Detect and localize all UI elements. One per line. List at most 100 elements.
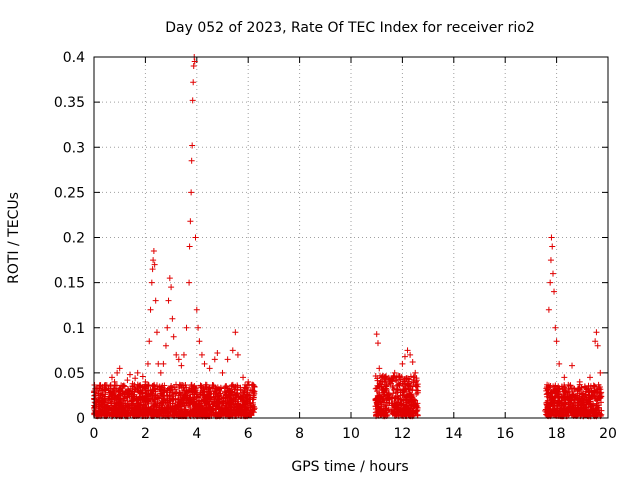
data-point — [377, 378, 384, 385]
data-point — [112, 408, 119, 415]
data-point — [113, 395, 120, 402]
x-tick-label: 20 — [599, 426, 617, 442]
data-point — [548, 234, 555, 241]
data-point — [575, 385, 582, 392]
data-point — [591, 383, 598, 390]
data-point — [372, 409, 379, 416]
data-point — [151, 381, 158, 388]
data-point — [222, 399, 229, 406]
data-point — [578, 384, 585, 391]
data-point — [113, 401, 120, 408]
data-point — [228, 396, 235, 403]
data-point — [147, 306, 154, 313]
data-point — [111, 378, 118, 385]
data-point — [589, 410, 596, 417]
data-point — [587, 374, 594, 381]
data-point — [120, 400, 127, 407]
x-tick-label: 8 — [295, 426, 304, 442]
data-point — [583, 401, 590, 408]
data-point — [93, 398, 100, 405]
data-point — [195, 324, 202, 331]
data-point — [414, 400, 421, 407]
data-point — [408, 394, 415, 401]
data-point — [150, 257, 157, 264]
data-point — [102, 397, 109, 404]
x-tick-label: 18 — [548, 426, 566, 442]
data-point — [150, 248, 157, 255]
data-point — [167, 395, 174, 402]
data-point — [197, 382, 204, 389]
x-tick-label: 12 — [393, 426, 411, 442]
data-point — [233, 392, 240, 399]
data-point — [164, 397, 171, 404]
data-point — [152, 297, 159, 304]
data-point — [413, 408, 420, 415]
data-point — [161, 387, 168, 394]
data-point — [401, 397, 408, 404]
data-point — [581, 411, 588, 418]
data-point — [598, 393, 605, 400]
data-point — [580, 402, 587, 409]
data-point — [245, 412, 252, 419]
data-point — [551, 288, 558, 295]
data-point — [381, 374, 388, 381]
data-point — [251, 390, 258, 397]
data-point — [192, 387, 199, 394]
data-point — [190, 63, 197, 70]
data-point — [550, 270, 557, 277]
data-point — [396, 374, 403, 381]
data-point — [396, 381, 403, 388]
data-point — [148, 390, 155, 397]
data-point — [105, 385, 112, 392]
data-point — [180, 351, 187, 358]
data-point — [149, 266, 156, 273]
data-point — [184, 392, 191, 399]
data-point — [556, 405, 563, 412]
data-point — [189, 97, 196, 104]
data-point — [127, 388, 134, 395]
data-point — [597, 399, 604, 406]
data-point — [183, 410, 190, 417]
data-point — [111, 410, 118, 417]
data-point — [545, 306, 552, 313]
data-point — [118, 399, 125, 406]
data-point — [402, 402, 409, 409]
data-point — [211, 399, 218, 406]
data-point — [547, 257, 554, 264]
data-point — [547, 410, 554, 417]
data-point — [143, 405, 150, 412]
data-point — [584, 409, 591, 416]
data-point — [141, 384, 148, 391]
data-point — [160, 360, 167, 367]
data-point — [224, 356, 231, 363]
data-point — [132, 406, 139, 413]
data-point — [219, 369, 226, 376]
data-point — [142, 378, 149, 385]
data-point — [191, 58, 198, 65]
data-point — [215, 411, 222, 418]
data-point — [141, 396, 148, 403]
x-tick-label: 6 — [244, 426, 253, 442]
data-point — [553, 338, 560, 345]
data-point — [114, 369, 121, 376]
data-point — [569, 407, 576, 414]
data-point — [162, 342, 169, 349]
data-point — [196, 406, 203, 413]
data-point — [152, 398, 159, 405]
data-point — [108, 374, 115, 381]
y-tick-label: 0.05 — [54, 366, 85, 382]
data-point — [207, 406, 214, 413]
data-point — [217, 406, 224, 413]
data-point — [148, 279, 155, 286]
data-point — [588, 406, 595, 413]
data-point — [196, 338, 203, 345]
data-point — [551, 411, 558, 418]
data-point — [168, 389, 175, 396]
data-point — [205, 394, 212, 401]
data-point — [188, 382, 195, 389]
data-point — [583, 396, 590, 403]
data-point — [183, 324, 190, 331]
data-point — [228, 407, 235, 414]
data-point — [218, 395, 225, 402]
data-point — [220, 408, 227, 415]
